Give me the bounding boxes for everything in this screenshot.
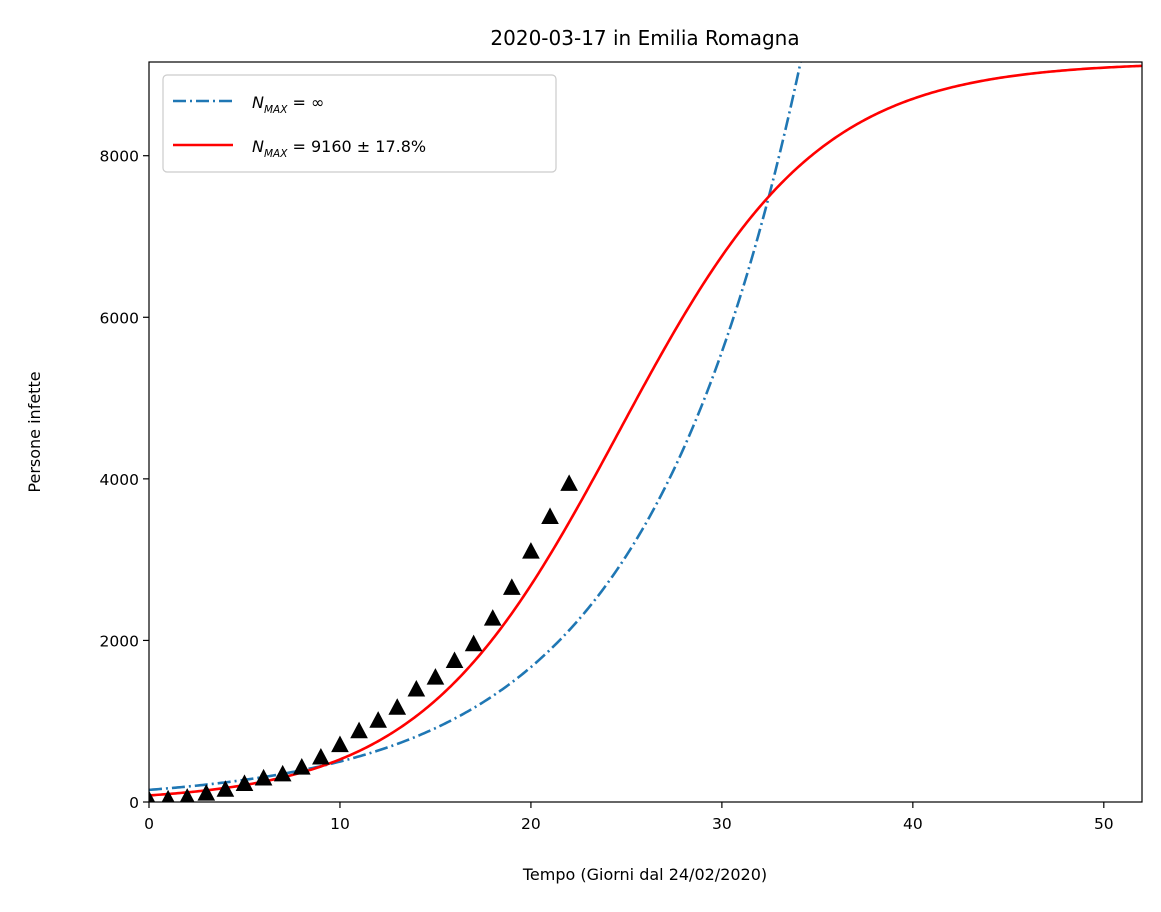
data-point <box>331 735 349 753</box>
data-point <box>350 721 368 739</box>
data-point <box>179 788 195 802</box>
x-tick-label: 50 <box>1094 815 1114 833</box>
x-tick-label: 30 <box>712 815 732 833</box>
y-axis: 0 2000 4000 6000 8000 <box>100 148 149 812</box>
data-point <box>464 634 483 652</box>
legend-sub-logistic: MAX <box>264 148 288 160</box>
legend-entry-exponential: NMAX = ∞ <box>252 93 324 116</box>
x-tick-label: 10 <box>330 815 350 833</box>
data-point <box>445 651 464 669</box>
data-point <box>312 747 330 765</box>
x-tick-label: 20 <box>521 815 541 833</box>
y-tick-label: 6000 <box>100 309 139 327</box>
legend: NMAX = ∞ NMAX = 9160 ± 17.8% <box>162 74 557 173</box>
x-axis-label: Tempo (Giorni dal 24/02/2020) <box>522 865 767 884</box>
y-tick-label: 2000 <box>100 632 139 650</box>
data-point <box>560 474 578 491</box>
legend-main-logistic: N <box>252 137 264 156</box>
series-layer <box>149 62 1142 797</box>
legend-sub-exponential: MAX <box>264 104 288 116</box>
x-axis: 0 10 20 30 40 50 <box>144 802 1114 833</box>
chart-title: 2020-03-17 in Emilia Romagna <box>490 26 799 50</box>
data-point <box>541 507 559 524</box>
legend-box <box>162 74 557 173</box>
data-point <box>273 764 292 782</box>
data-point <box>216 780 235 797</box>
x-tick-label: 0 <box>144 815 154 833</box>
data-point <box>235 774 254 791</box>
data-point <box>407 679 426 697</box>
data-point <box>388 698 407 715</box>
plot-frame <box>148 61 1143 803</box>
markers-layer <box>149 474 578 802</box>
x-tick-label: 40 <box>903 815 923 833</box>
legend-tail-logistic: = 9160 ± 17.8% <box>287 137 426 156</box>
y-tick-label: 8000 <box>100 148 139 166</box>
data-point <box>502 578 521 595</box>
data-point <box>197 784 216 801</box>
legend-main-exponential: N <box>252 93 264 112</box>
data-point <box>254 768 273 786</box>
data-point <box>369 711 387 728</box>
data-point <box>149 790 156 802</box>
y-tick-label: 4000 <box>100 471 139 489</box>
data-point <box>161 789 175 802</box>
legend-entry-logistic: NMAX = 9160 ± 17.8% <box>252 137 426 160</box>
data-point <box>483 609 502 626</box>
legend-tail-exponential: = ∞ <box>287 93 324 112</box>
data-point <box>522 542 540 559</box>
data-point <box>292 758 311 775</box>
y-axis-label: Persone infette <box>25 371 44 492</box>
data-point <box>426 668 445 685</box>
series-line-logistic <box>149 64 1142 797</box>
y-tick-label: 0 <box>129 794 139 812</box>
